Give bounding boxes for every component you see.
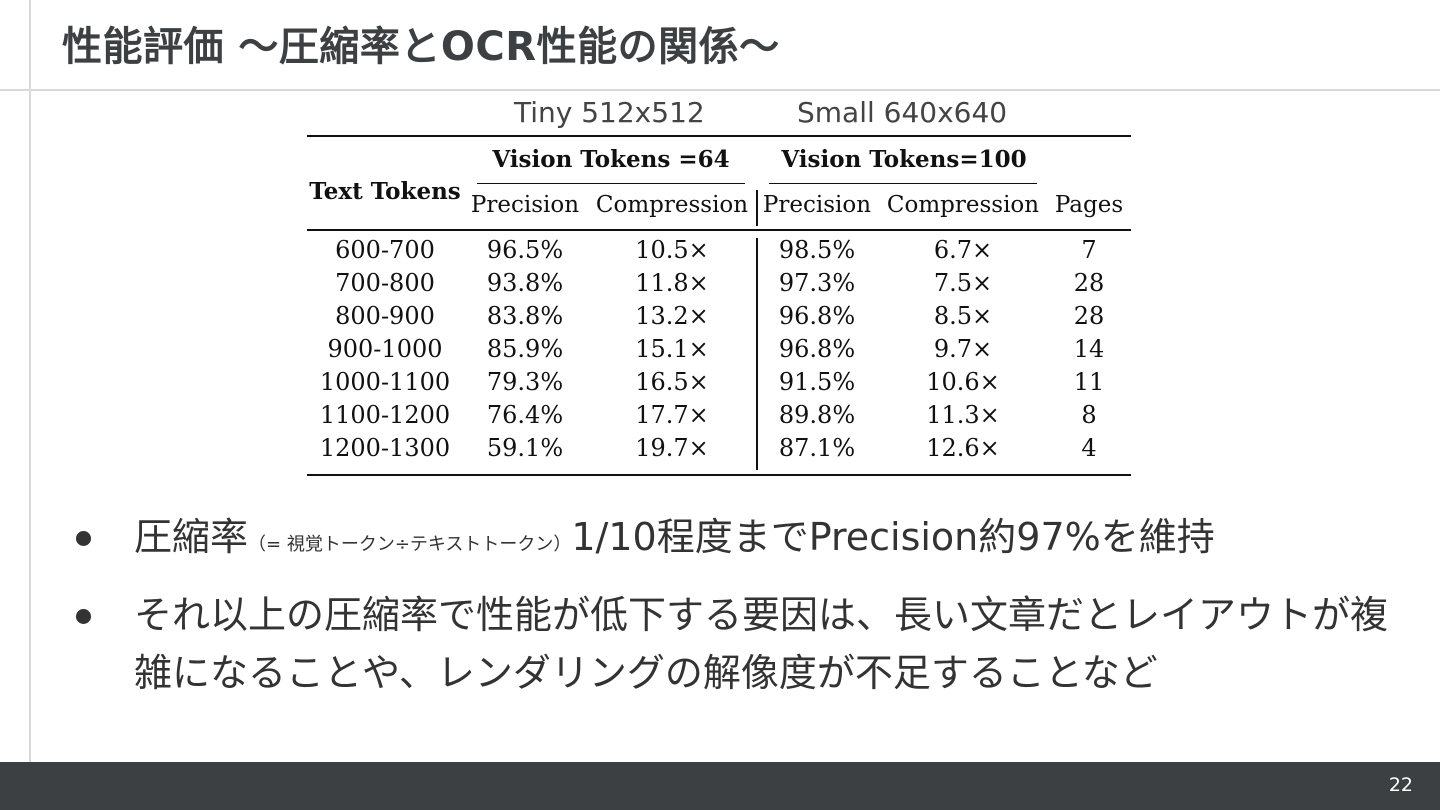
bullet-dot: [76, 609, 91, 624]
row-header-text-tokens: Text Tokens: [309, 178, 461, 205]
text-tokens-cell: 700-800: [335, 269, 435, 297]
page-number: 22: [1388, 774, 1413, 796]
compression64-cell: 16.5×: [635, 368, 709, 396]
tiny-config-label: Tiny 512x512: [514, 96, 705, 129]
compression64-cell: 17.7×: [635, 401, 709, 429]
compression64-cell: 13.2×: [635, 302, 709, 330]
col-header-compression-1: Compression: [595, 192, 749, 218]
group1-header: Vision Tokens =64: [492, 146, 730, 173]
group1-underline: [477, 183, 745, 184]
bullet-list: 圧縮率（= 視覚トークン÷テキストトークン）1/10程度までPrecision約…: [72, 508, 1402, 714]
compression64-cell: 11.8×: [635, 269, 709, 297]
precision64-cell: 85.9%: [486, 335, 564, 363]
compression100-cell: 10.6×: [926, 368, 1000, 396]
pages-cell: 28: [1073, 302, 1105, 330]
title-divider: [0, 89, 1440, 91]
pages-cell: 28: [1073, 269, 1105, 297]
group2-underline: [769, 183, 1037, 184]
bullet-note: （= 視覚トークン÷テキストトークン）: [248, 534, 572, 555]
precision100-cell: 98.5%: [778, 236, 856, 264]
precision100-cell: 89.8%: [778, 401, 856, 429]
header-rule: [307, 229, 1131, 231]
compression64-cell: 19.7×: [635, 434, 709, 462]
bullet-item-degradation: それ以上の圧縮率で性能が低下する要因は、長い文章だとレイアウトが複雑になることや…: [72, 586, 1402, 702]
slide-title: 性能評価 〜圧縮率とOCR性能の関係〜: [62, 24, 780, 70]
bullet-item-compression: 圧縮率（= 視覚トークン÷テキストトークン）1/10程度までPrecision約…: [72, 508, 1402, 574]
pages-cell: 8: [1081, 401, 1097, 429]
body-column-separator: [756, 238, 758, 470]
precision100-cell: 87.1%: [778, 434, 856, 462]
precision100-cell: 91.5%: [778, 368, 856, 396]
col-header-pages: Pages: [1054, 192, 1124, 218]
compression100-cell: 8.5×: [933, 302, 993, 330]
compression100-cell: 6.7×: [933, 236, 993, 264]
text-tokens-cell: 800-900: [335, 302, 435, 330]
bullet-dot: [76, 531, 91, 546]
bullet-text: それ以上の圧縮率で性能が低下する要因は、長い文章だとレイアウトが複雑になることや…: [134, 593, 1389, 695]
precision100-cell: 96.8%: [778, 335, 856, 363]
precision64-cell: 83.8%: [486, 302, 564, 330]
precision64-cell: 96.5%: [486, 236, 564, 264]
col-header-precision-2: Precision: [762, 192, 872, 218]
precision64-cell: 93.8%: [486, 269, 564, 297]
footer-bar: 22: [0, 762, 1440, 810]
compression100-cell: 9.7×: [933, 335, 993, 363]
text-tokens-cell: 900-1000: [327, 335, 443, 363]
col-header-compression-2: Compression: [886, 192, 1040, 218]
compression64-cell: 15.1×: [635, 335, 709, 363]
col-header-precision-1: Precision: [470, 192, 580, 218]
pages-cell: 7: [1081, 236, 1097, 264]
text-tokens-cell: 1200-1300: [319, 434, 451, 462]
precision100-cell: 96.8%: [778, 302, 856, 330]
precision64-cell: 76.4%: [486, 401, 564, 429]
group2-header: Vision Tokens=100: [781, 146, 1027, 173]
table-bottom-rule: [307, 474, 1131, 476]
text-tokens-cell: 1000-1100: [319, 368, 451, 396]
text-tokens-cell: 1100-1200: [319, 401, 451, 429]
compression100-cell: 12.6×: [926, 434, 1000, 462]
compression100-cell: 7.5×: [933, 269, 993, 297]
header-column-separator: [756, 190, 758, 226]
compression64-cell: 10.5×: [635, 236, 709, 264]
precision64-cell: 59.1%: [486, 434, 564, 462]
pages-cell: 4: [1081, 434, 1097, 462]
small-config-label: Small 640x640: [797, 96, 1008, 129]
pages-cell: 11: [1073, 368, 1105, 396]
left-border-line: [29, 0, 31, 762]
compression100-cell: 11.3×: [926, 401, 1000, 429]
results-table: Text Tokens Vision Tokens =64 Vision Tok…: [307, 134, 1131, 478]
text-tokens-cell: 600-700: [335, 236, 435, 264]
table-top-rule: [307, 135, 1131, 137]
precision100-cell: 97.3%: [778, 269, 856, 297]
precision64-cell: 79.3%: [486, 368, 564, 396]
pages-cell: 14: [1073, 335, 1105, 363]
bullet-tail: 1/10程度までPrecision約97%を維持: [571, 515, 1215, 559]
bullet-lead: 圧縮率: [134, 515, 249, 559]
